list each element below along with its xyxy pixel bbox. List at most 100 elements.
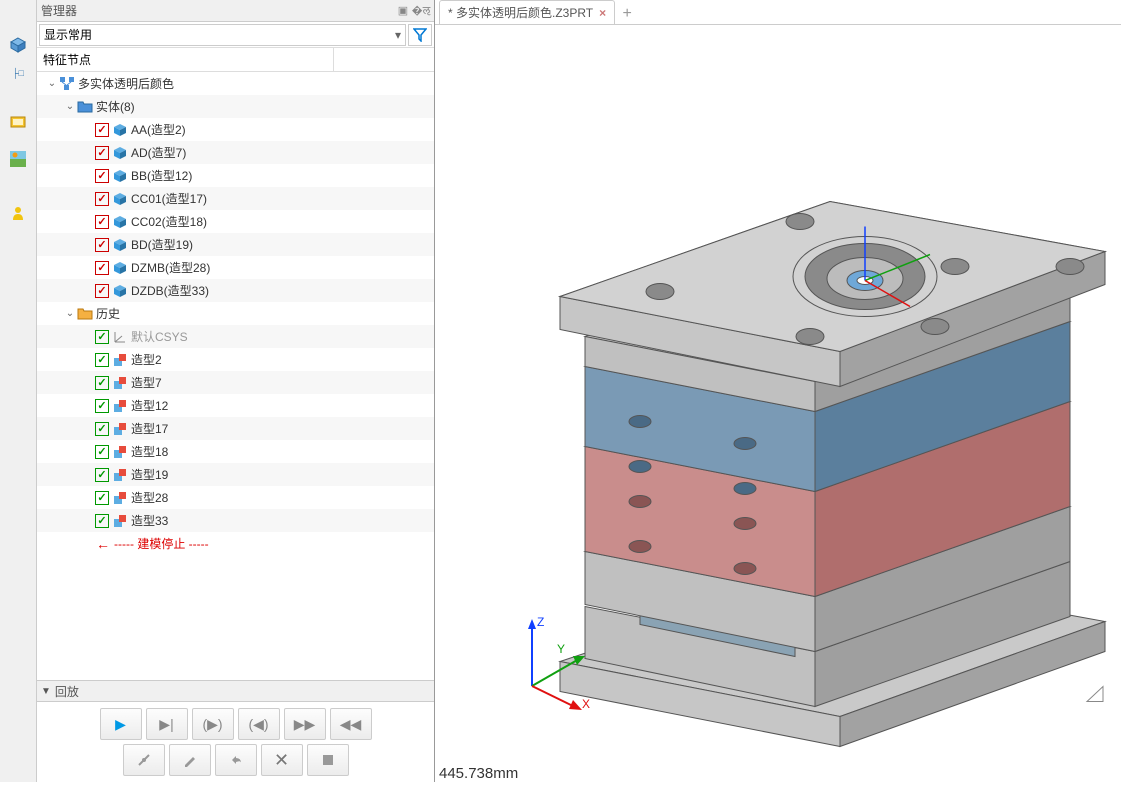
tree-label: 造型28	[131, 489, 168, 506]
tree-entity-item[interactable]: ✓ BD(造型19)	[37, 233, 434, 256]
checkbox[interactable]: ✓	[95, 330, 109, 344]
tree-stop[interactable]: ← ----- 建模停止 -----	[37, 532, 434, 555]
tree-history-item[interactable]: ✓ 造型2	[37, 348, 434, 371]
tree-label: BB(造型12)	[131, 167, 192, 184]
feature-icon	[112, 398, 128, 414]
solid-icon	[112, 237, 128, 253]
checkbox[interactable]: ✓	[95, 514, 109, 528]
tree-label: DZDB(造型33)	[131, 282, 209, 299]
tree-history-item[interactable]: ✓ 造型19	[37, 463, 434, 486]
cube-tool-icon[interactable]	[3, 30, 33, 60]
delete-button[interactable]: ✕	[261, 744, 303, 776]
tree-entity-group[interactable]: ⌄ 实体(8)	[37, 95, 434, 118]
tab-title: * 多实体透明后颜色.Z3PRT	[448, 4, 593, 21]
tree-entity-item[interactable]: ✓CC02(造型18)	[37, 210, 434, 233]
folder-icon	[77, 99, 93, 115]
manager-panel: 管理器 ▣ �ऌ 显示常用 ▾ 特征节点 ⌄ 多实体透明后颜色 ⌄ 实体(8) …	[37, 0, 435, 782]
assembly-icon	[59, 76, 75, 92]
tree-label: BD(造型19)	[131, 236, 193, 253]
tree-label: 实体(8)	[96, 98, 135, 115]
feature-icon	[112, 421, 128, 437]
filter-row: 显示常用 ▾	[37, 22, 434, 48]
checkbox[interactable]: ✓	[95, 238, 109, 252]
panel-close-icon[interactable]: �ऌ	[412, 3, 430, 19]
skip-fwd-button[interactable]: (▶)	[192, 708, 234, 740]
tree-entity-item[interactable]: ✓ DZDB(造型33)	[37, 279, 434, 302]
checkbox[interactable]: ✓	[95, 169, 109, 183]
tree-entity-item[interactable]: ✓ BB(造型12)	[37, 164, 434, 187]
tree-entity-item[interactable]: ✓ CC01(造型17)	[37, 187, 434, 210]
tree-history-item[interactable]: ✓ 造型28	[37, 486, 434, 509]
tree-csys[interactable]: ✓ 默认CSYS	[37, 325, 434, 348]
tree-label: 造型33	[131, 512, 168, 529]
left-toolbar: ├□	[0, 0, 37, 782]
solid-icon	[112, 145, 128, 161]
column-header: 特征节点	[37, 48, 434, 72]
tab-add-button[interactable]: +	[617, 4, 637, 24]
csys-icon	[112, 329, 128, 345]
checkbox[interactable]: ✓	[95, 468, 109, 482]
checkbox[interactable]: ✓	[95, 261, 109, 275]
checkbox[interactable]: ✓	[95, 491, 109, 505]
checkbox[interactable]: ✓	[95, 146, 109, 160]
checkbox[interactable]: ✓	[95, 353, 109, 367]
solid-icon	[112, 122, 128, 138]
checkbox[interactable]: ✓	[95, 123, 109, 137]
status-text: 445.738mm	[439, 765, 518, 782]
tree-history-item[interactable]: ✓ 造型33	[37, 509, 434, 532]
rewind-button[interactable]: ◀◀	[330, 708, 372, 740]
fast-fwd-button[interactable]: ▶▶	[284, 708, 326, 740]
expander-icon[interactable]: ⌄	[45, 78, 59, 89]
person-icon[interactable]	[3, 198, 33, 228]
tree-label: 造型19	[131, 466, 168, 483]
tree-label: CC01(造型17)	[131, 190, 207, 207]
tree-entity-item[interactable]: ✓AD(造型7)	[37, 141, 434, 164]
tree-root[interactable]: ⌄ 多实体透明后颜色	[37, 72, 434, 95]
tree-history-item[interactable]: ✓ 造型17	[37, 417, 434, 440]
step-fwd-button[interactable]: ▶|	[146, 708, 188, 740]
document-tab[interactable]: * 多实体透明后颜色.Z3PRT ×	[439, 0, 615, 24]
collapse-icon[interactable]: ▼	[41, 686, 51, 697]
checkbox[interactable]: ✓	[95, 422, 109, 436]
canvas-3d[interactable]: Z Y X 445.738mm	[435, 25, 1121, 784]
feature-icon	[112, 513, 128, 529]
tool-label: ├□	[12, 68, 24, 78]
tree-entity-item[interactable]: ✓AA(造型2)	[37, 118, 434, 141]
panel-header: 管理器 ▣ �ऌ	[37, 0, 434, 22]
undo-button[interactable]	[215, 744, 257, 776]
expander-icon[interactable]: ⌄	[63, 308, 77, 319]
panel-minimize-icon[interactable]: ▣	[394, 3, 412, 19]
tree-label: 造型2	[131, 351, 162, 368]
checkbox[interactable]: ✓	[95, 192, 109, 206]
checkbox[interactable]: ✓	[95, 215, 109, 229]
tree-history-item[interactable]: ✓造型7	[37, 371, 434, 394]
checkbox[interactable]: ✓	[95, 376, 109, 390]
tree-history-group[interactable]: ⌄ 历史	[37, 302, 434, 325]
expander-icon[interactable]: ⌄	[63, 101, 77, 112]
tree-history-item[interactable]: ✓造型12	[37, 394, 434, 417]
play-button[interactable]: ▶	[100, 708, 142, 740]
dropdown-icon: ▾	[395, 28, 401, 42]
checkbox[interactable]: ✓	[95, 445, 109, 459]
filter-button[interactable]	[408, 24, 432, 46]
scene-icon[interactable]	[3, 144, 33, 174]
tree-history-item[interactable]: ✓ 造型18	[37, 440, 434, 463]
edit-button[interactable]	[169, 744, 211, 776]
skip-back-button[interactable]: (◀)	[238, 708, 280, 740]
checkbox[interactable]: ✓	[95, 284, 109, 298]
tab-close-icon[interactable]: ×	[599, 6, 606, 20]
checkbox[interactable]: ✓	[95, 399, 109, 413]
tool-button[interactable]	[123, 744, 165, 776]
tree-label: 造型18	[131, 443, 168, 460]
tree-label: 默认CSYS	[131, 328, 188, 345]
stop-button[interactable]	[307, 744, 349, 776]
tree-label: 造型17	[131, 420, 168, 437]
feature-icon	[112, 375, 128, 391]
tree-label: ----- 建模停止 -----	[114, 535, 209, 552]
feature-icon	[112, 490, 128, 506]
arrow-left-icon: ←	[95, 536, 111, 552]
tree-entity-item[interactable]: ✓DZMB(造型28)	[37, 256, 434, 279]
playback-header[interactable]: ▼ 回放	[37, 680, 434, 702]
filter-select[interactable]: 显示常用 ▾	[39, 24, 406, 46]
yellow-cube-icon[interactable]	[3, 106, 33, 136]
